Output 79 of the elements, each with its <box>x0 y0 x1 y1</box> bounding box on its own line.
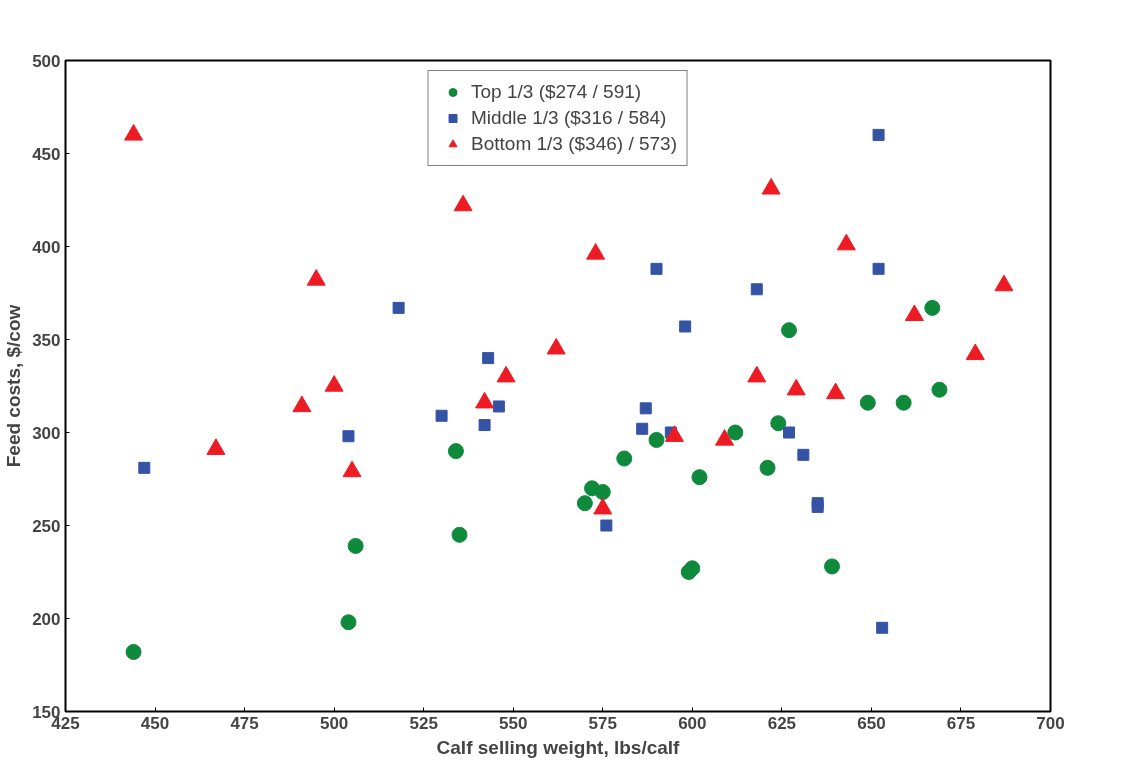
point <box>826 382 846 400</box>
point <box>876 621 889 634</box>
point <box>783 426 796 439</box>
point <box>453 194 473 212</box>
legend-label: Bottom 1/3 ($346) / 573) <box>471 133 677 155</box>
legend-label: Top 1/3 ($274 / 591) <box>471 81 642 103</box>
point <box>124 124 144 141</box>
x-tick-label: 450 <box>140 713 170 733</box>
point <box>639 402 652 415</box>
point <box>475 391 495 409</box>
point <box>781 322 798 339</box>
point <box>447 443 464 460</box>
point <box>872 128 885 141</box>
point <box>895 394 912 411</box>
point <box>306 269 326 286</box>
point <box>994 274 1014 292</box>
point <box>761 177 781 195</box>
y-tick-label: 400 <box>32 237 61 257</box>
point <box>347 537 364 554</box>
x-tick-label: 650 <box>857 713 886 733</box>
point <box>292 395 312 413</box>
point <box>586 243 606 260</box>
point <box>904 304 924 322</box>
y-axis-title: Feed costs, $/cow <box>3 304 25 468</box>
point <box>576 495 593 512</box>
point <box>824 558 841 575</box>
y-tick-label: 250 <box>32 516 61 536</box>
legend-label: Middle 1/3 ($316 / 584) <box>471 107 667 129</box>
x-tick-label: 675 <box>946 713 976 733</box>
x-tick-label: 575 <box>588 713 617 733</box>
point <box>859 394 876 411</box>
x-axis-title: Calf selling weight, lbs/calf <box>436 736 681 758</box>
point <box>797 448 810 461</box>
point <box>750 283 763 296</box>
x-tick-label: 700 <box>1036 713 1065 733</box>
point <box>616 450 633 467</box>
point <box>324 375 344 392</box>
point <box>340 614 357 631</box>
x-tick-label: 475 <box>230 713 259 733</box>
point <box>679 320 692 333</box>
point <box>684 560 701 577</box>
point <box>786 378 806 396</box>
point <box>636 422 649 435</box>
point <box>965 343 985 361</box>
point <box>931 381 948 398</box>
point <box>770 415 787 432</box>
point <box>496 365 516 383</box>
point <box>451 526 468 543</box>
point <box>600 519 613 532</box>
y-tick-label: 500 <box>32 51 61 71</box>
point <box>924 299 941 316</box>
point <box>759 459 776 476</box>
y-tick-label: 300 <box>32 423 61 443</box>
point <box>650 262 663 275</box>
point <box>546 337 566 355</box>
point <box>691 469 708 486</box>
x-tick-label: 600 <box>678 713 707 733</box>
point <box>715 429 735 446</box>
point <box>836 233 856 251</box>
y-tick-label: 350 <box>32 330 61 350</box>
point <box>125 643 142 660</box>
y-tick-label: 450 <box>32 144 61 164</box>
point <box>727 424 744 441</box>
x-tick-label: 550 <box>499 713 528 733</box>
point <box>392 301 405 314</box>
point <box>492 400 505 413</box>
point <box>138 461 151 474</box>
y-tick-label: 200 <box>32 609 61 629</box>
point <box>648 431 665 448</box>
x-tick-label: 525 <box>409 713 438 733</box>
x-tick-label: 625 <box>767 713 797 733</box>
point <box>747 365 767 383</box>
point <box>482 352 495 365</box>
point <box>478 419 491 432</box>
point <box>342 430 355 443</box>
point <box>435 409 448 422</box>
point <box>872 262 885 275</box>
point <box>594 484 611 501</box>
x-tick-label: 500 <box>319 713 349 733</box>
